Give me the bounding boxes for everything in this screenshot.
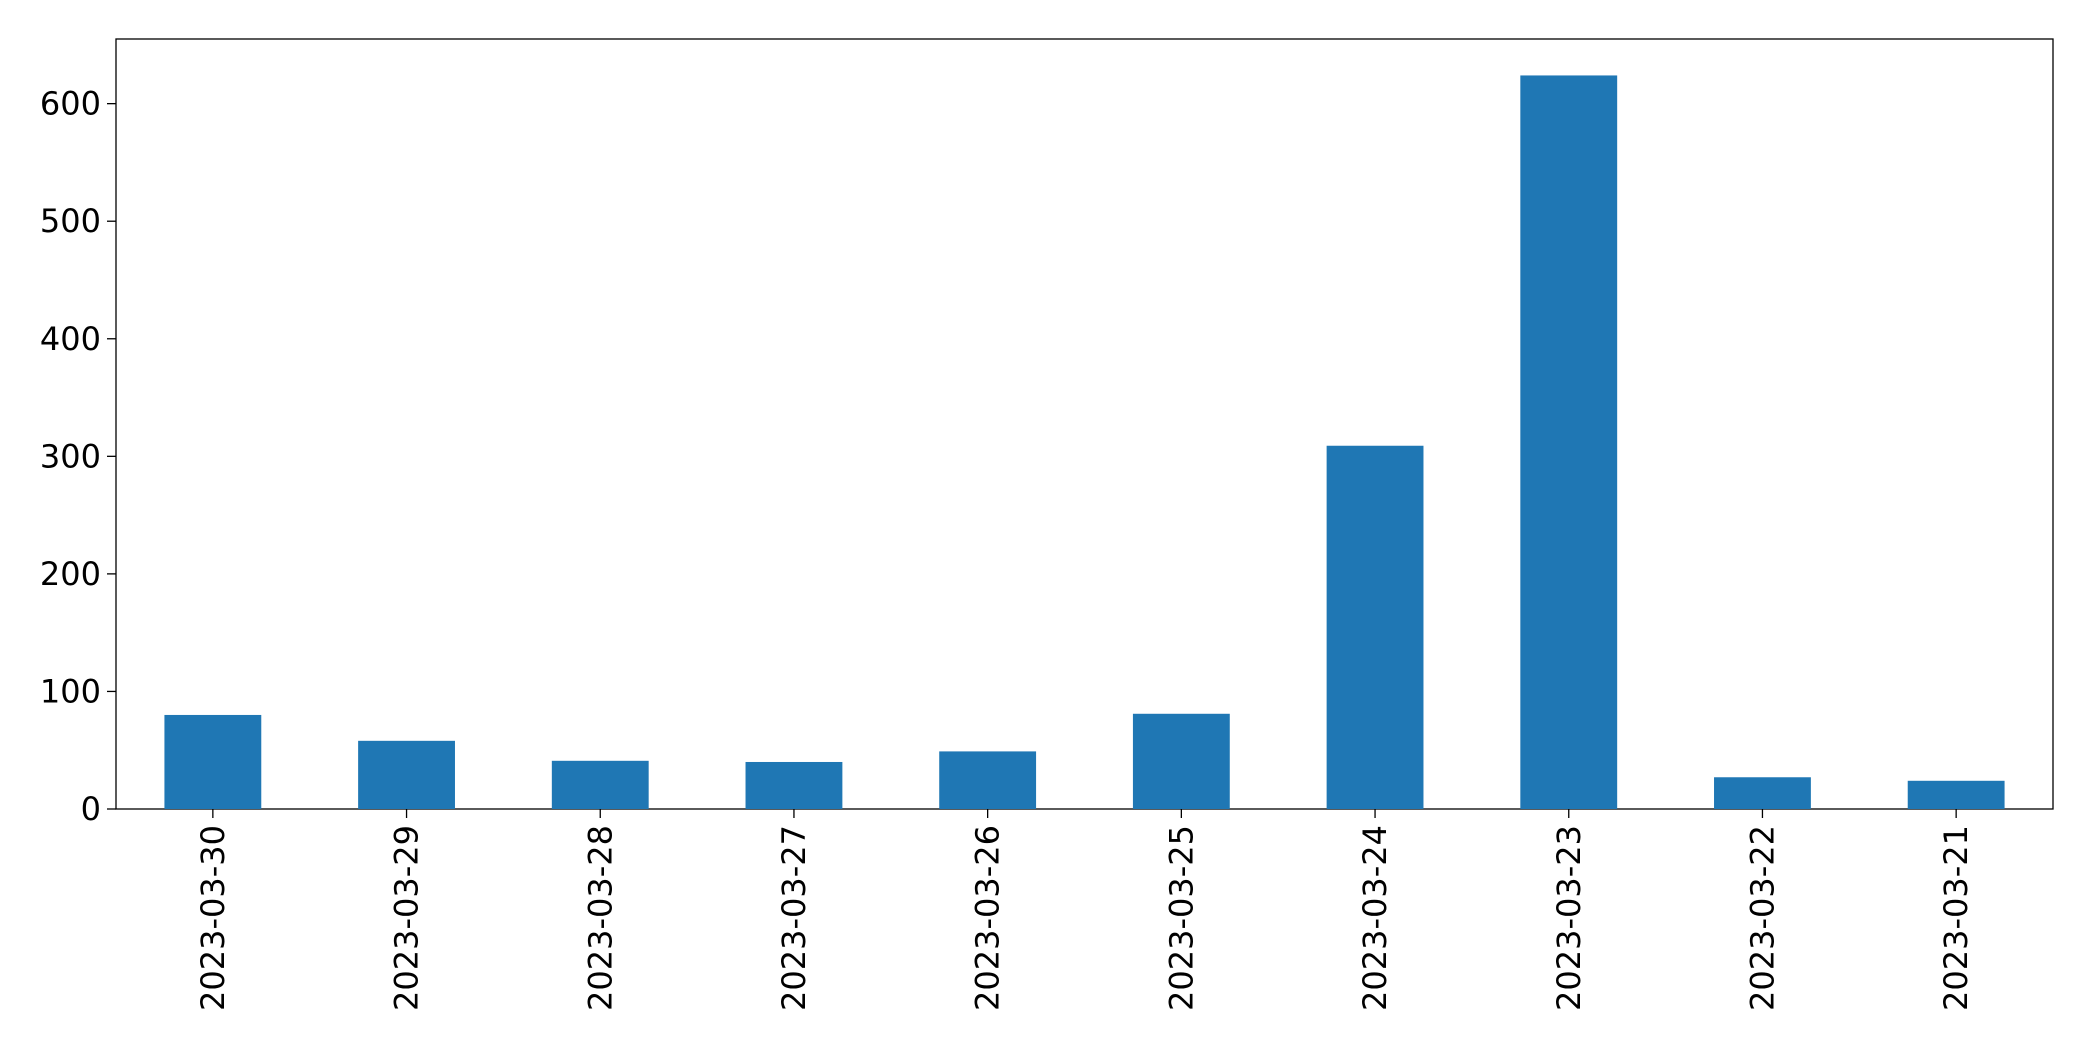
x-tick-label: 2023-03-27: [775, 825, 813, 1011]
x-tick-label: 2023-03-25: [1162, 825, 1200, 1011]
x-tick-label: 2023-03-22: [1743, 825, 1781, 1011]
x-tick-label: 2023-03-26: [969, 825, 1007, 1011]
x-tick-label: 2023-03-30: [194, 825, 232, 1011]
bar: [1907, 780, 2005, 809]
y-tick-label: 300: [40, 437, 101, 475]
bar: [358, 740, 455, 809]
bar: [1714, 777, 1811, 809]
bar: [939, 751, 1037, 809]
bar: [551, 760, 649, 809]
y-tick-label: 600: [40, 85, 101, 123]
bar: [164, 714, 262, 809]
x-tick-label: 2023-03-21: [1937, 825, 1975, 1011]
x-tick-label: 2023-03-28: [581, 825, 619, 1011]
x-tick-label: 2023-03-23: [1550, 825, 1588, 1011]
x-tick-label: 2023-03-24: [1356, 825, 1394, 1011]
bar: [745, 761, 843, 809]
bar: [1520, 75, 1618, 809]
y-tick-label: 200: [40, 555, 101, 593]
x-tick-label: 2023-03-29: [388, 825, 426, 1011]
y-tick-label: 500: [40, 202, 101, 240]
bar: [1132, 713, 1230, 809]
y-tick-label: 0: [81, 790, 101, 828]
y-tick-label: 400: [40, 320, 101, 358]
y-tick-label: 100: [40, 672, 101, 710]
bar: [1326, 445, 1424, 809]
axes-frame: [115, 38, 2054, 810]
